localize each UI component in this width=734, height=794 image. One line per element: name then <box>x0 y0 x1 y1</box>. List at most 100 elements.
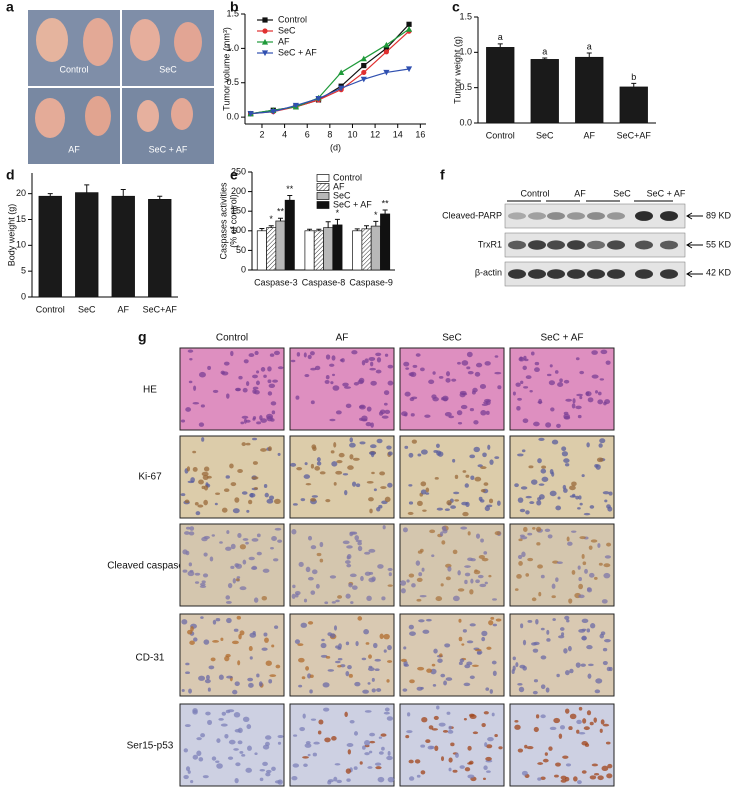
cell <box>263 632 268 637</box>
band <box>547 269 565 279</box>
cell <box>226 393 230 399</box>
cell <box>251 476 259 480</box>
cell <box>607 506 613 512</box>
cell <box>225 475 230 479</box>
cell <box>469 589 474 595</box>
column-header: Control <box>520 188 549 198</box>
cell <box>188 531 195 536</box>
cell <box>185 766 191 772</box>
cell <box>293 734 298 737</box>
cell <box>325 656 331 659</box>
cell <box>290 359 296 363</box>
cell <box>537 458 542 464</box>
cell <box>237 740 243 745</box>
cell <box>480 538 484 543</box>
cell <box>425 739 431 743</box>
cell <box>200 733 206 738</box>
tumor <box>130 19 160 61</box>
arrow <box>686 241 703 249</box>
cell <box>184 724 191 728</box>
cell <box>277 539 283 543</box>
marker <box>360 76 367 83</box>
cell <box>464 664 471 669</box>
cell <box>218 674 224 680</box>
photo-label: SeC <box>159 64 177 74</box>
cell <box>587 673 592 679</box>
cell <box>369 740 376 744</box>
cell <box>221 711 227 716</box>
cell <box>342 382 349 387</box>
marker <box>360 55 367 62</box>
bar <box>619 86 648 124</box>
cell <box>369 451 376 456</box>
x-tick-label: 6 <box>305 129 310 139</box>
cell <box>292 503 298 506</box>
tumor-photos <box>28 10 214 164</box>
cell <box>301 676 306 680</box>
cell <box>196 737 202 741</box>
cell <box>560 779 567 783</box>
cell <box>266 413 274 420</box>
cell <box>453 491 460 495</box>
cell <box>270 547 274 550</box>
cell <box>535 618 539 625</box>
cell <box>579 502 583 506</box>
cell <box>527 619 533 623</box>
cell <box>578 594 585 599</box>
cell <box>216 738 221 743</box>
cell <box>604 638 611 643</box>
cell <box>339 358 344 362</box>
cell <box>535 526 542 532</box>
cell <box>458 618 462 623</box>
cell <box>445 371 451 377</box>
cell <box>256 673 260 678</box>
cell <box>600 349 608 355</box>
cell <box>238 375 243 380</box>
cell <box>441 526 447 531</box>
cell <box>350 601 354 604</box>
cell <box>441 397 445 401</box>
cell <box>262 761 268 767</box>
cell <box>383 633 390 640</box>
error-bar <box>325 221 331 228</box>
x-axis-label: (d) <box>330 142 341 152</box>
cell <box>464 483 469 488</box>
cell <box>375 766 382 770</box>
cell <box>189 569 194 573</box>
cell <box>406 730 413 734</box>
cell <box>483 765 488 771</box>
cell <box>386 660 393 663</box>
cell <box>321 638 325 642</box>
cell <box>245 767 252 773</box>
band <box>508 212 526 220</box>
cell <box>599 728 603 733</box>
bar <box>486 47 515 124</box>
cell <box>248 499 253 505</box>
cell <box>324 601 329 605</box>
cell <box>207 719 213 726</box>
cell <box>569 713 577 720</box>
cell <box>373 642 378 649</box>
cell <box>494 531 501 536</box>
cell <box>581 628 587 631</box>
cell <box>249 632 257 638</box>
cell <box>384 353 389 357</box>
cell <box>370 380 377 386</box>
cell <box>401 411 408 417</box>
cell <box>531 597 537 602</box>
error-bar <box>364 225 370 229</box>
cell <box>452 458 456 463</box>
cell <box>578 732 586 735</box>
cell <box>565 763 572 767</box>
cell <box>357 541 362 546</box>
cell <box>578 577 582 582</box>
cell <box>201 471 209 477</box>
cell <box>541 476 549 482</box>
cell <box>517 554 523 560</box>
band <box>567 212 585 220</box>
legend-swatch <box>316 183 330 191</box>
cell <box>451 378 457 382</box>
arrow <box>686 270 703 278</box>
cell <box>470 578 474 584</box>
cell <box>234 681 240 687</box>
